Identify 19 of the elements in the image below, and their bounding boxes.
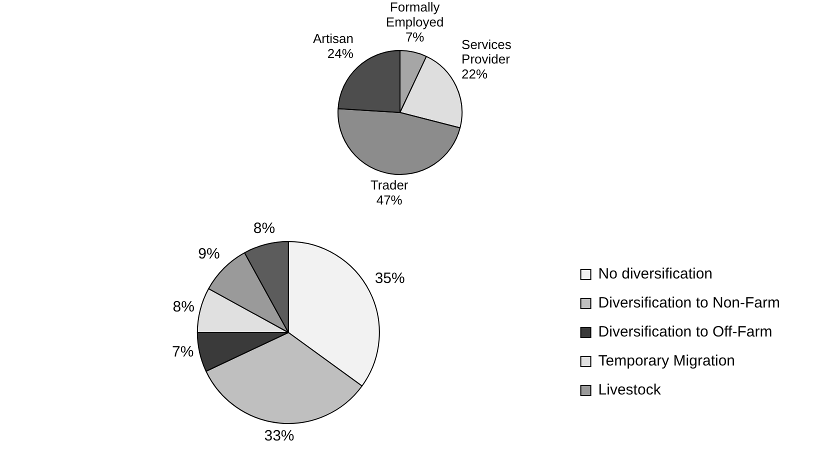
data-label: 9%	[198, 245, 220, 262]
data-label: 35%	[374, 270, 405, 287]
legend-label: No diversification	[598, 266, 713, 283]
legend-label: Livestock	[598, 382, 662, 399]
data-label: 24%	[327, 46, 354, 62]
slice-label: Formally Employed	[386, 0, 444, 30]
slice-label: Services Provider	[462, 36, 512, 67]
legend-label: Diversification to Non-Farm	[598, 294, 780, 312]
data-label: 33%	[264, 428, 294, 445]
data-label: 7%	[172, 344, 194, 361]
data-label: 8%	[172, 298, 194, 316]
data-label: 22%	[462, 66, 488, 82]
legend-label: Temporary Migration	[598, 352, 736, 370]
slice-label: Artisan	[312, 31, 354, 46]
slice-label: Trader	[370, 178, 409, 193]
legend-label: Diversification to Off-Farm	[598, 324, 772, 341]
data-label: 47%	[376, 192, 403, 208]
data-label: 7%	[405, 29, 425, 44]
data-label: 8%	[253, 220, 276, 237]
